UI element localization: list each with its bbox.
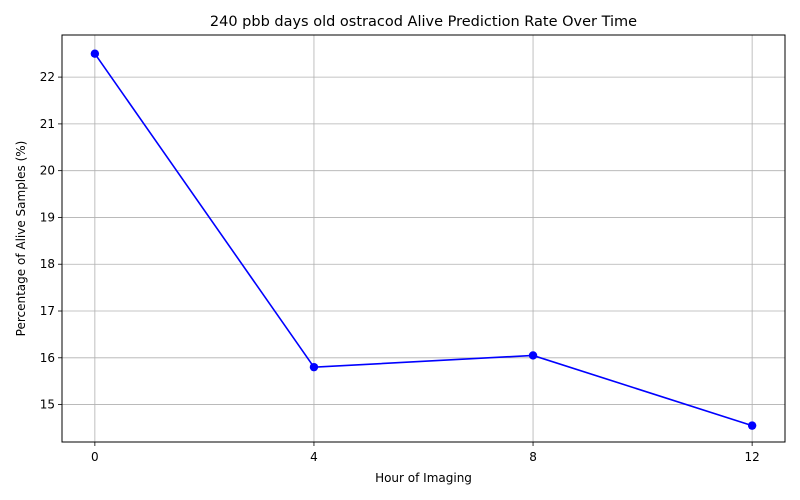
data-point (747, 421, 757, 430)
x-tick-label: 12 (744, 450, 759, 464)
y-tick-label: 21 (40, 117, 55, 131)
x-tick-label: 8 (529, 450, 537, 464)
y-tick-label: 17 (40, 304, 55, 318)
data-point (528, 351, 538, 360)
axis-ticks: 0 4 8 12 15 16 17 18 19 20 21 22 (40, 70, 760, 464)
y-tick-label: 22 (40, 70, 55, 84)
x-axis-label: Hour of Imaging (375, 471, 472, 485)
series-group (90, 49, 757, 430)
y-axis-label: Percentage of Alive Samples (%) (14, 141, 28, 337)
y-tick-label: 19 (40, 210, 55, 224)
y-tick-label: 20 (40, 164, 55, 178)
data-point (309, 362, 319, 372)
y-tick-label: 15 (40, 398, 55, 412)
y-tick-label: 16 (40, 351, 55, 365)
x-tick-label: 4 (310, 450, 318, 464)
chart-title: 240 pbb days old ostracod Alive Predicti… (210, 14, 637, 30)
data-point (90, 49, 100, 58)
x-tick-label: 0 (91, 450, 99, 464)
plot-frame (61, 34, 786, 443)
y-tick-label: 18 (40, 257, 55, 271)
series-line (94, 53, 753, 427)
grid-lines (62, 35, 785, 442)
